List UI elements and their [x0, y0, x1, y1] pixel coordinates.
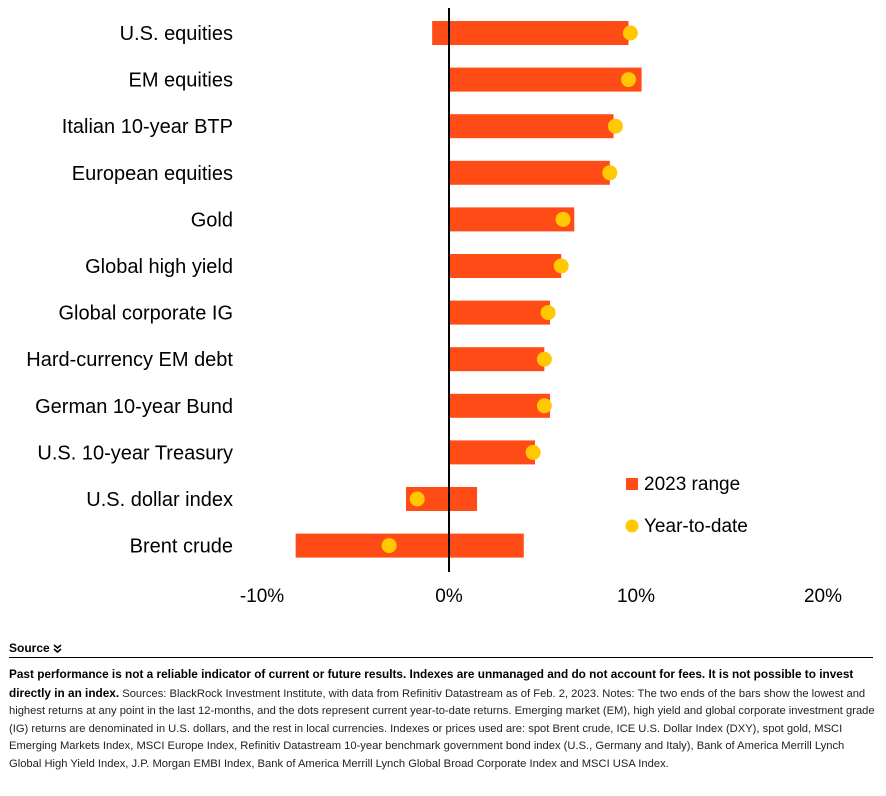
- performance-disclaimer: Past performance is not a reliable indic…: [9, 667, 854, 700]
- ytd-point: [525, 444, 541, 460]
- range-bar: [449, 254, 562, 278]
- sources-and-notes: Sources: BlackRock Investment Institute,…: [9, 687, 875, 770]
- category-label: German 10-year Bund: [35, 396, 233, 418]
- x-tick-label: 10%: [617, 586, 655, 607]
- category-label: U.S. 10-year Treasury: [37, 442, 233, 464]
- range-bar: [449, 440, 536, 465]
- source-divider: [9, 657, 873, 658]
- category-label: European equities: [72, 163, 233, 185]
- range-bar: [449, 160, 610, 185]
- range-bar: [449, 393, 550, 418]
- range-bar: [449, 67, 642, 92]
- source-toggle[interactable]: Source: [9, 641, 62, 655]
- category-label: Hard-currency EM debt: [26, 349, 233, 371]
- category-label: Global corporate IG: [58, 303, 233, 325]
- category-label: U.S. dollar index: [86, 489, 233, 511]
- ytd-point: [622, 25, 638, 41]
- ytd-point: [536, 351, 552, 367]
- ytd-point: [602, 165, 618, 181]
- legend-range-label: 2023 range: [644, 474, 740, 495]
- x-tick-label: -10%: [240, 586, 284, 607]
- double-chevron-down-icon: [53, 644, 62, 654]
- ytd-point: [540, 305, 556, 321]
- ytd-point: [621, 72, 637, 88]
- range-bar: [449, 207, 575, 232]
- legend-ytd-label: Year-to-date: [644, 516, 748, 537]
- category-label: EM equities: [129, 70, 234, 92]
- category-label: Italian 10-year BTP: [62, 116, 233, 138]
- x-tick-label: 20%: [804, 586, 842, 607]
- range-bar: [449, 114, 614, 139]
- range-bar: [295, 533, 524, 558]
- source-notes: Past performance is not a reliable indic…: [9, 666, 877, 774]
- range-bar: [449, 347, 545, 372]
- x-tick-label: 0%: [435, 586, 463, 607]
- range-bar-chart: U.S. equities EM equities Italian 10-year …: [26, 8, 842, 607]
- category-label: U.S. equities: [120, 23, 233, 45]
- category-label: Global high yield: [85, 256, 233, 278]
- ytd-point: [409, 491, 425, 507]
- range-bar: [432, 21, 629, 45]
- category-label: Brent crude: [130, 536, 233, 558]
- source-toggle-label: Source: [9, 641, 50, 655]
- ytd-point: [607, 118, 623, 134]
- legend-ytd-swatch: [625, 519, 639, 533]
- ytd-point: [555, 211, 571, 227]
- range-bar: [449, 300, 550, 325]
- category-label: Gold: [191, 209, 233, 231]
- ytd-point: [553, 258, 569, 274]
- ytd-point: [381, 538, 397, 554]
- ytd-point: [536, 398, 552, 414]
- legend-range-swatch: [626, 478, 638, 490]
